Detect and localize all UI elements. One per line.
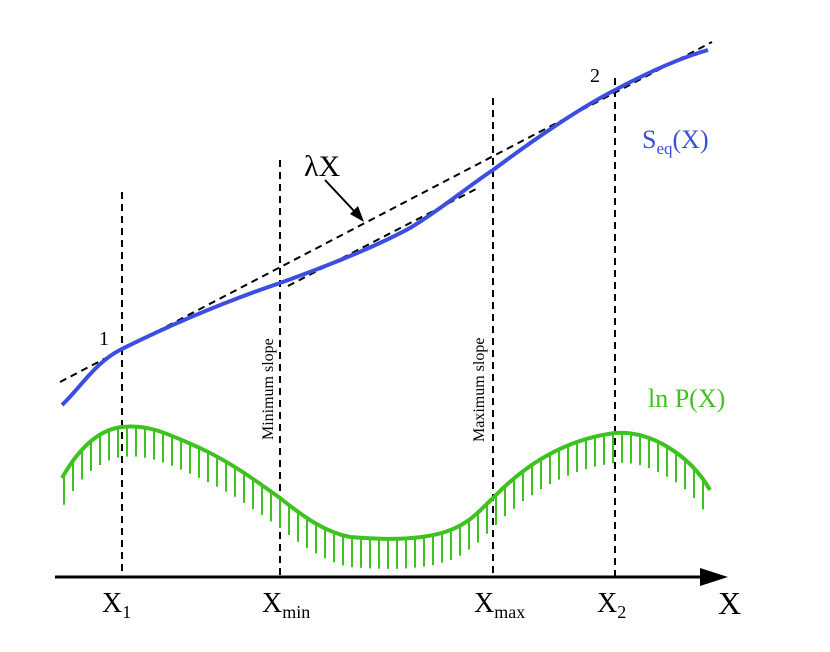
min-slope-label: Minimum slope [260,338,277,440]
tangent-label: λX [304,150,341,183]
log-prob-hatching [63,426,704,569]
tick-label-x1: X1 [102,588,131,622]
log-prob-curve-label: ln P(X) [648,384,725,413]
point-label-1: 1 [99,328,109,350]
max-slope-label: Maximum slope [471,338,488,442]
tick-label-xmax: Xmax [474,588,525,622]
entropy-curve-label: Seq(X) [642,125,709,158]
tangent-label-arrowhead [350,206,364,222]
entropy-curve [60,48,709,407]
tick-label-xmin: Xmin [262,588,310,622]
point-label-2: 2 [590,65,600,87]
x-axis-label: X [718,585,741,621]
x-axis-arrowhead [700,568,728,586]
tangent-label-arrow [324,179,356,213]
log-prob-curve [60,424,712,541]
tick-label-x2: X2 [597,588,626,622]
